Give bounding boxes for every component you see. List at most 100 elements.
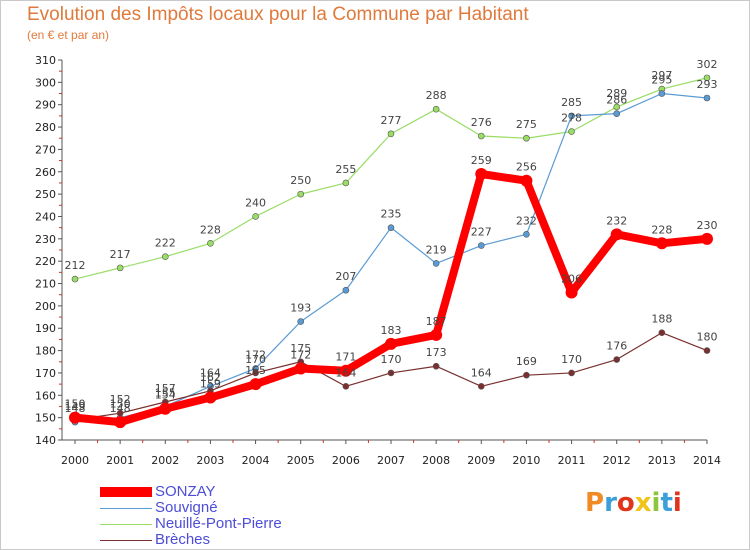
legend-label-sonzay: SONZAY bbox=[155, 483, 216, 500]
data-label: 176 bbox=[606, 340, 627, 353]
data-label: 228 bbox=[651, 223, 672, 236]
data-label: 259 bbox=[471, 154, 492, 167]
data-point bbox=[565, 286, 578, 299]
data-label: 169 bbox=[516, 355, 537, 368]
legend-swatch-souvigne bbox=[100, 500, 152, 516]
data-label: 173 bbox=[426, 346, 447, 359]
legend-label-breches: Brèches bbox=[155, 531, 211, 548]
data-point bbox=[297, 318, 305, 325]
data-point bbox=[613, 110, 621, 117]
y-tick-label: 180 bbox=[35, 345, 56, 358]
x-tick-label: 2004 bbox=[242, 454, 270, 467]
data-point bbox=[430, 328, 443, 341]
x-tick-label: 2006 bbox=[332, 454, 360, 467]
data-point bbox=[252, 369, 259, 377]
y-tick-label: 190 bbox=[35, 322, 56, 335]
data-label: 172 bbox=[245, 348, 266, 361]
data-point bbox=[252, 213, 259, 220]
x-tick-label: 2012 bbox=[603, 454, 631, 467]
x-tick-label: 2005 bbox=[287, 454, 315, 467]
x-tick-label: 2013 bbox=[648, 454, 676, 467]
data-label: 275 bbox=[516, 118, 537, 131]
data-label: 152 bbox=[110, 393, 131, 406]
logo-letter: t bbox=[660, 488, 673, 518]
data-label: 230 bbox=[697, 219, 718, 232]
x-tick-label: 2009 bbox=[467, 454, 495, 467]
data-point bbox=[387, 130, 395, 138]
data-point bbox=[249, 378, 262, 391]
data-label: 217 bbox=[110, 248, 131, 261]
data-label: 171 bbox=[335, 351, 356, 364]
data-point bbox=[568, 112, 575, 120]
data-point bbox=[294, 362, 307, 375]
data-label: 228 bbox=[200, 223, 221, 236]
data-point bbox=[475, 168, 488, 180]
legend-label-neuille: Neuillé-Pont-Pierre bbox=[155, 515, 282, 532]
data-point bbox=[523, 371, 530, 379]
y-tick-label: 240 bbox=[35, 210, 56, 223]
y-tick-label: 300 bbox=[35, 76, 56, 89]
data-label: 159 bbox=[200, 378, 221, 391]
data-label: 288 bbox=[426, 89, 447, 102]
x-tick-label: 2003 bbox=[196, 454, 224, 467]
data-label: 180 bbox=[697, 331, 718, 344]
data-point bbox=[655, 237, 668, 250]
logo-letter: P bbox=[585, 488, 605, 518]
data-label: 154 bbox=[155, 389, 176, 402]
legend-label-souvigne: Souvigné bbox=[155, 499, 218, 516]
y-tick-label: 210 bbox=[35, 278, 56, 291]
data-label: 172 bbox=[290, 348, 311, 361]
x-tick-label: 2010 bbox=[512, 454, 540, 467]
data-label: 157 bbox=[155, 382, 176, 395]
y-tick-label: 280 bbox=[35, 121, 56, 134]
x-tick-label: 2014 bbox=[693, 454, 721, 467]
y-tick-label: 150 bbox=[35, 412, 56, 425]
data-point bbox=[385, 337, 397, 350]
y-tick-label: 260 bbox=[35, 166, 56, 179]
data-label: 164 bbox=[335, 366, 356, 379]
data-point bbox=[703, 74, 711, 82]
y-tick-label: 250 bbox=[35, 188, 56, 201]
data-point bbox=[161, 253, 169, 261]
data-point bbox=[477, 242, 485, 249]
proxiti-logo: Proxiti bbox=[585, 488, 682, 518]
data-point bbox=[477, 132, 485, 140]
logo-letter: o bbox=[616, 488, 635, 518]
data-label: 277 bbox=[381, 114, 402, 127]
data-label: 302 bbox=[697, 58, 718, 71]
data-label: 164 bbox=[471, 366, 492, 379]
data-point bbox=[342, 179, 350, 187]
x-tick-label: 2002 bbox=[151, 454, 179, 467]
y-tick-label: 170 bbox=[35, 367, 56, 380]
data-label: 193 bbox=[290, 302, 311, 315]
y-tick-label: 160 bbox=[35, 389, 56, 402]
y-tick-label: 270 bbox=[35, 143, 56, 156]
data-label: 183 bbox=[381, 324, 402, 337]
data-label: 206 bbox=[561, 272, 582, 285]
data-label: 207 bbox=[335, 270, 356, 283]
x-tick-label: 2001 bbox=[106, 454, 134, 467]
x-tick-label: 2008 bbox=[422, 454, 450, 467]
data-label: 285 bbox=[561, 96, 582, 109]
data-point bbox=[703, 347, 711, 354]
legend-swatch-neuille bbox=[100, 516, 152, 532]
y-tick-label: 220 bbox=[35, 255, 56, 268]
data-point bbox=[387, 224, 395, 231]
data-label: 149 bbox=[65, 400, 86, 413]
data-label: 155 bbox=[155, 386, 176, 399]
data-point bbox=[71, 275, 79, 283]
data-point bbox=[568, 128, 575, 135]
data-label: 170 bbox=[381, 353, 402, 366]
data-label: 293 bbox=[697, 78, 718, 91]
data-point bbox=[432, 260, 440, 267]
data-label: 289 bbox=[606, 87, 627, 100]
logo-letter: r bbox=[604, 488, 617, 518]
data-point bbox=[342, 383, 350, 390]
data-point bbox=[610, 228, 623, 241]
y-tick-label: 140 bbox=[35, 434, 56, 447]
data-label: 162 bbox=[200, 371, 221, 384]
data-point bbox=[339, 364, 352, 377]
data-label: 240 bbox=[245, 196, 266, 209]
data-label: 232 bbox=[516, 214, 537, 227]
